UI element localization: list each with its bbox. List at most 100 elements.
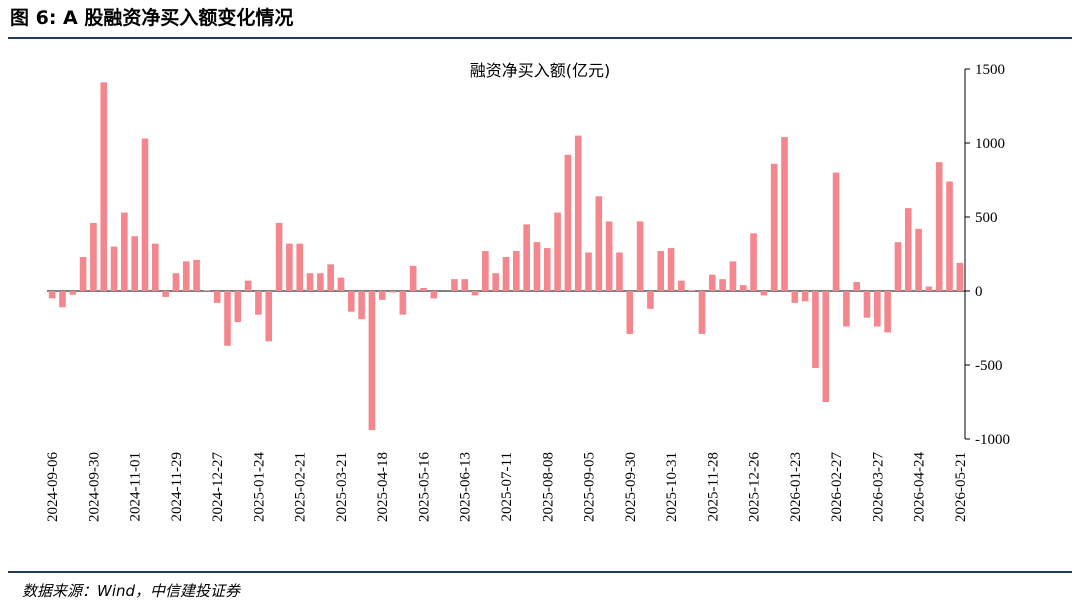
x-tick-label: 2025-08-08	[540, 452, 556, 522]
bar	[327, 264, 334, 291]
bar	[853, 282, 860, 291]
bar	[626, 291, 634, 334]
bar	[378, 291, 386, 300]
bar	[451, 279, 458, 291]
bar	[461, 279, 469, 291]
x-tick-label: 2025-10-31	[664, 452, 680, 522]
figure-title: 图 6: A 股融资净买入额变化情况	[10, 6, 293, 29]
bar	[791, 291, 799, 303]
x-tick-label: 2026-05-21	[953, 452, 969, 522]
bar	[915, 228, 922, 291]
bar	[812, 291, 819, 368]
bar	[69, 291, 77, 295]
x-tick-label: 2024-09-30	[86, 452, 102, 522]
bar	[822, 291, 830, 402]
bar	[719, 279, 726, 291]
bar	[595, 196, 603, 291]
bar	[141, 138, 149, 291]
bar	[337, 277, 345, 291]
x-tick-label: 2026-04-24	[912, 452, 928, 522]
bar	[564, 154, 572, 291]
bar	[502, 256, 510, 291]
bar	[90, 222, 97, 291]
x-tick-label: 2024-11-29	[169, 452, 185, 521]
bar	[203, 290, 211, 291]
bar	[79, 256, 87, 291]
bar	[172, 273, 180, 291]
bar	[471, 291, 479, 296]
bar	[616, 252, 623, 291]
bar	[760, 291, 768, 296]
x-tick-label: 2025-04-18	[375, 452, 391, 522]
chart-title: 融资净买入额(亿元)	[470, 61, 611, 80]
bar	[533, 242, 541, 291]
bar	[574, 135, 582, 291]
bar	[657, 251, 665, 291]
bar	[162, 291, 169, 297]
y-tick-label: 1500	[975, 62, 1005, 78]
bar	[678, 280, 685, 291]
bar	[513, 251, 520, 291]
x-tick-label: 2024-09-06	[45, 452, 61, 522]
bar	[647, 291, 654, 309]
x-tick-label: 2025-07-11	[499, 452, 515, 521]
bar	[482, 251, 489, 291]
bar	[688, 290, 695, 291]
bar	[409, 265, 417, 291]
bar	[358, 291, 365, 320]
bar	[182, 261, 190, 291]
x-tick-label: 2025-09-30	[623, 452, 639, 522]
bar	[275, 222, 283, 291]
x-tick-label: 2025-11-28	[705, 452, 721, 521]
bar	[935, 162, 943, 291]
bar	[832, 172, 840, 291]
bar	[925, 286, 933, 291]
x-tick-label: 2026-03-27	[870, 452, 886, 522]
bar	[347, 291, 355, 312]
bar	[585, 252, 592, 291]
bar	[234, 291, 242, 323]
y-tick-label: -500	[975, 358, 1003, 374]
y-tick-label: 500	[975, 210, 998, 226]
bar	[110, 246, 118, 291]
bar	[399, 291, 407, 315]
bar	[698, 291, 706, 334]
bar	[543, 248, 551, 291]
bar	[781, 137, 788, 291]
bar	[770, 163, 778, 291]
x-tick-label: 2026-02-27	[829, 452, 845, 522]
bar	[193, 259, 200, 291]
bar	[554, 212, 561, 291]
x-tick-label: 2024-12-27	[210, 452, 226, 522]
bar	[420, 288, 427, 291]
x-tick-label: 2025-01-24	[251, 452, 267, 522]
bar	[286, 243, 293, 291]
bar	[739, 285, 747, 291]
bar	[884, 291, 891, 333]
x-tick-label: 2025-05-16	[416, 452, 432, 522]
bar	[224, 291, 231, 346]
bar	[213, 291, 221, 303]
bar	[152, 243, 159, 291]
x-tick-label: 2025-06-13	[458, 452, 474, 522]
bar	[244, 280, 252, 291]
bar	[265, 291, 273, 342]
x-tick-label: 2025-02-21	[293, 452, 309, 522]
bar	[729, 261, 737, 291]
bar	[874, 291, 881, 327]
bar	[492, 273, 499, 291]
x-tick-label: 2025-12-26	[747, 452, 763, 522]
bar	[100, 82, 108, 291]
bar	[636, 221, 644, 291]
y-tick-label: 1000	[975, 136, 1005, 152]
x-tick-label: 2025-09-05	[582, 452, 598, 522]
bar	[523, 224, 530, 291]
x-tick-label: 2025-03-21	[334, 452, 350, 522]
bar	[389, 291, 396, 293]
x-tick-label: 2026-01-23	[788, 452, 804, 522]
bar	[255, 291, 262, 315]
bar	[801, 291, 809, 302]
x-tick-label: 2024-11-01	[128, 452, 144, 521]
bar	[667, 248, 675, 291]
